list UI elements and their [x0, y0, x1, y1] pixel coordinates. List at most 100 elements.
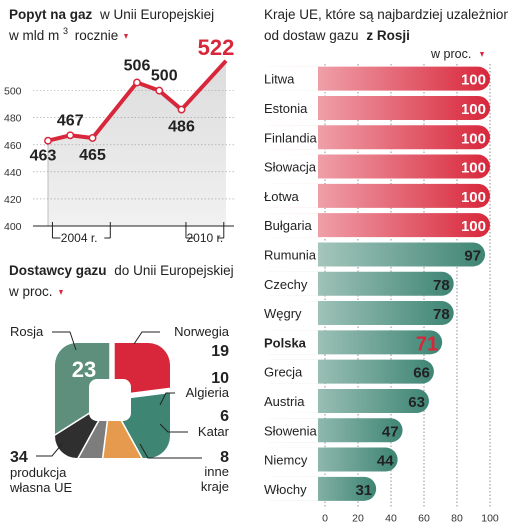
bar-category-label: Bułgaria: [264, 218, 312, 233]
bar-value-label: 100: [461, 130, 486, 147]
bar-category-label: Niemcy: [264, 453, 308, 468]
bar-mask: [258, 95, 318, 120]
x-tick-label: 2010 r.: [187, 231, 224, 245]
bar-value-label: 63: [408, 394, 425, 411]
leader-line: [159, 392, 175, 406]
pie-category-label: Katar: [198, 424, 230, 439]
suppliers-title-bold: Dostawcy gazu: [9, 263, 107, 278]
suppliers-subtitle: w proc.: [8, 284, 53, 299]
demand-value-label: 506: [124, 57, 151, 74]
dependence-title-bold: z Rosji: [366, 28, 410, 43]
y-tick-label: 460: [4, 140, 22, 152]
bar-mask: [258, 388, 318, 413]
bar-value-label: 100: [461, 218, 486, 235]
pie-value-label: 23: [72, 357, 96, 382]
demand-title-rest: w Unii Europejskiej: [99, 7, 214, 22]
bar-value-label: 100: [461, 101, 486, 118]
pie-slice: [113, 343, 170, 397]
arrow-down-icon: [124, 34, 128, 39]
bar-category-label: Grecja: [264, 365, 303, 380]
arrow-down-icon: [480, 52, 484, 57]
leader-line: [139, 443, 202, 459]
x-tick-label: 0: [322, 513, 328, 525]
bar-category-label: Rumunia: [264, 247, 317, 262]
y-tick-label: 420: [4, 194, 22, 206]
demand-line-chart: 400 420 440 460 480 500 2004 r. 2010 r. 463 467 46…: [4, 35, 234, 245]
demand-subtitle-post: rocznie: [75, 28, 119, 43]
svg-text:od dostaw gazu z Rosji: od dostaw gazu z Rosji: [264, 28, 410, 43]
bar-category-label: Łotwa: [264, 189, 299, 204]
x-tick-label: 20: [352, 513, 364, 525]
dependence-bar-chart: 0 20 40 60 80 100 Litwa 100 Estonia 100 Finlandia 1…: [258, 64, 499, 525]
bar-value-label: 78: [433, 306, 450, 323]
y-tick-label: 480: [4, 113, 22, 125]
demand-value-label: 465: [79, 147, 106, 164]
y-tick-label: 400: [4, 221, 22, 233]
bar-mask: [258, 66, 318, 91]
y-tick-label: 440: [4, 167, 22, 179]
bar-mask: [258, 271, 318, 296]
demand-point: [66, 131, 75, 140]
dependence-title-line2: od dostaw gazu: [264, 28, 359, 43]
pie-category-label: własna UE: [9, 480, 72, 495]
y-tick-label: 500: [4, 86, 22, 98]
bar-category-label: Czechy: [264, 277, 308, 292]
leader-line: [133, 331, 160, 345]
demand-point: [155, 86, 164, 95]
demand-point: [177, 105, 186, 114]
bar-value-label: 66: [413, 365, 430, 382]
leader-line: [52, 331, 77, 351]
bar-mask: [258, 330, 318, 355]
bar-category-label: Austria: [264, 394, 305, 409]
bar-mask: [258, 154, 318, 179]
bar-mask: [258, 125, 318, 150]
bar-mask: [258, 301, 318, 326]
bar-value-label: 78: [433, 277, 450, 294]
suppliers-header: Dostawcy gazu do Unii Europejskiej w pro…: [8, 263, 234, 299]
pie-value-label: 8: [220, 449, 229, 466]
svg-text:Dostawcy gazu do Unii Eu: Dostawcy gazu do Unii Europejskiej: [9, 263, 234, 278]
pie-value-label: 10: [211, 370, 229, 387]
pie-category-label: Algieria: [186, 385, 230, 400]
x-tick-label: 100: [481, 513, 499, 525]
bar-category-label: Włochy: [264, 482, 307, 497]
dependence-header: Kraje UE, które są najbardziej uzależnio…: [264, 7, 508, 61]
pie-slice: [55, 343, 111, 458]
bar-value-label: 100: [461, 189, 486, 206]
bar-category-label: Estonia: [264, 101, 308, 116]
bar-category-label: Polska: [264, 335, 307, 350]
bar-category-label: Węgry: [264, 306, 302, 321]
x-tick-label: 2004 r.: [61, 231, 98, 245]
demand-title-bold: Popyt na gaz: [9, 7, 93, 22]
bar-mask: [258, 183, 318, 208]
bar-category-label: Słowenia: [264, 423, 318, 438]
demand-area: [48, 60, 226, 227]
bar-value-label: 97: [464, 247, 481, 264]
pie-hole: [89, 379, 131, 421]
x-tick-label: 80: [451, 513, 463, 525]
pie-value-label: 34: [10, 449, 28, 466]
dependence-title-line1: Kraje UE, które są najbardziej uzależnio…: [264, 7, 508, 22]
arrow-down-icon: [59, 290, 63, 295]
bar-mask: [258, 476, 318, 501]
bar-value-label: 31: [355, 482, 372, 499]
demand-value-label: 500: [151, 68, 178, 85]
pie-slice: [55, 399, 111, 458]
bar-mask: [258, 359, 318, 384]
demand-header: Popyt na gaz w Unii Europejskiej w mld m…: [8, 7, 214, 43]
demand-subtitle: w mld m: [8, 28, 59, 43]
demand-point: [44, 136, 52, 145]
pie-category-label: Rosja: [10, 324, 44, 339]
bar-mask: [258, 447, 318, 472]
demand-point: [88, 134, 97, 142]
dependence-unit: w proc.: [430, 47, 471, 61]
leader-line: [159, 423, 188, 433]
svg-text:Popyt na gaz w Unii Euro: Popyt na gaz w Unii Europejskiej: [9, 7, 214, 22]
pie-value-label: 6: [220, 408, 229, 425]
bar-value-label: 44: [377, 453, 394, 470]
bar-value-label: 100: [461, 160, 486, 177]
suppliers-title-rest: do Unii Europejskiej: [114, 263, 233, 278]
pie-category-label: kraje: [201, 479, 229, 494]
